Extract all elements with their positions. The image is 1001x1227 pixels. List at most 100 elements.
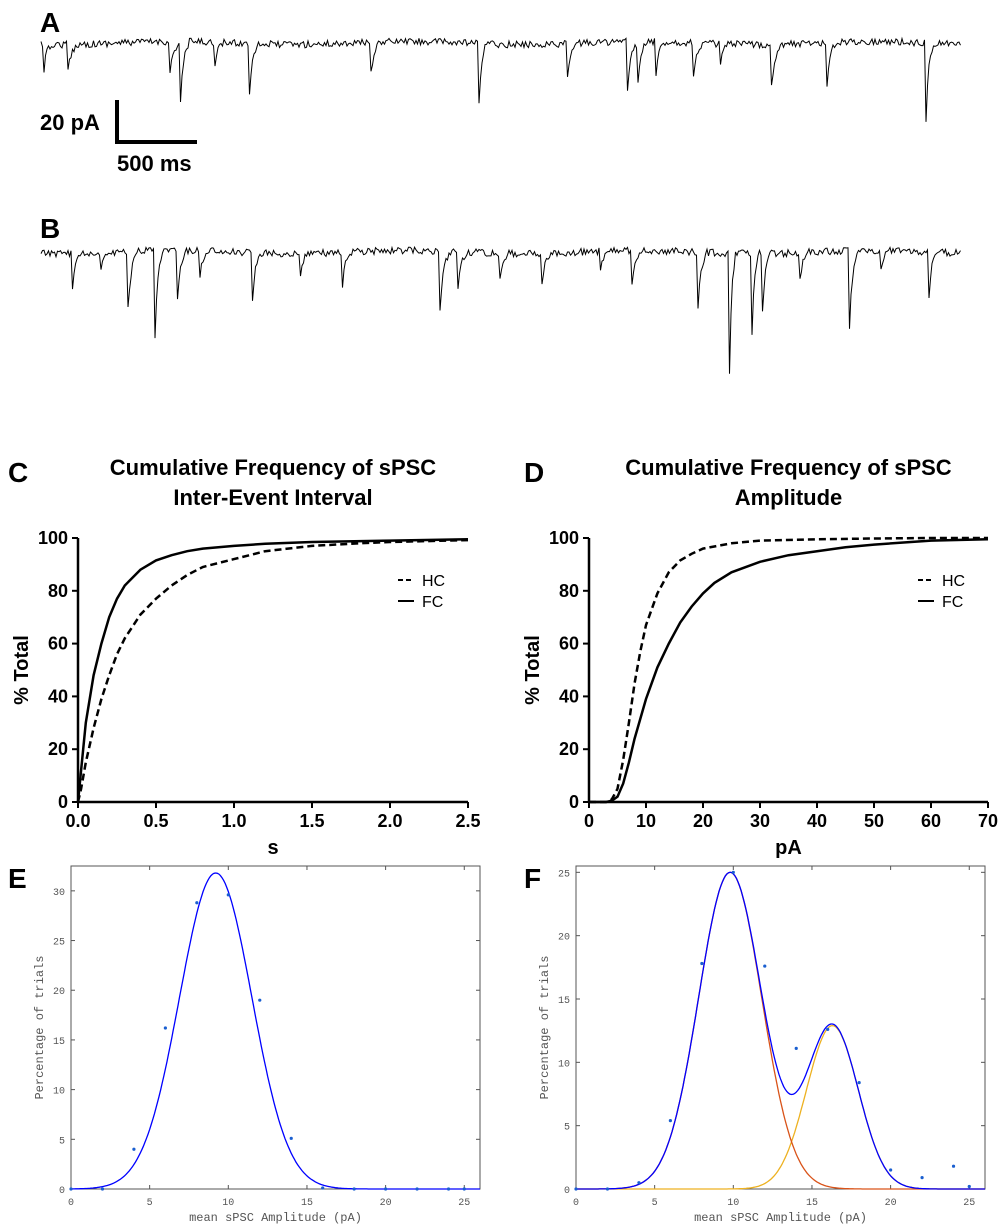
- chart-title-line: Cumulative Frequency of sPSC: [110, 455, 437, 480]
- data-point: [384, 1187, 388, 1191]
- fit-curve: [576, 871, 985, 1190]
- legend-label-hc: HC: [422, 573, 445, 590]
- chart-e: 0 5 10 15 20 25 30 0 5 10 15 20 25 mean sPSC Amplitud…: [33, 865, 481, 1225]
- y-tick-label: 20: [558, 933, 570, 944]
- y-tick-label: 100: [549, 528, 579, 548]
- x-tick-label: 10: [727, 1198, 739, 1209]
- x-axis-label: mean sPSC Amplitude (pA): [189, 1211, 362, 1225]
- y-tick-label: 15: [53, 1037, 65, 1048]
- legend-label-hc: HC: [942, 573, 965, 590]
- x-tick-label: 20: [693, 811, 713, 831]
- data-point: [889, 1168, 893, 1172]
- data-point: [462, 1187, 466, 1191]
- x-tick-label: 20: [885, 1198, 897, 1209]
- data-point: [321, 1186, 325, 1190]
- x-tick-label: 0: [573, 1198, 579, 1209]
- y-axis-label: % Total: [11, 635, 33, 705]
- y-tick-label: 100: [38, 528, 68, 548]
- trace-b: [40, 245, 961, 374]
- x-tick-label: 0.0: [65, 811, 90, 831]
- y-tick-label: 10: [558, 1059, 570, 1070]
- data-point: [951, 1164, 956, 1168]
- y-tick-label: 20: [53, 987, 65, 998]
- y-tick-label: 0: [58, 792, 68, 812]
- data-point: [195, 901, 199, 905]
- y-tick-label: 60: [559, 634, 579, 654]
- data-point: [574, 1187, 578, 1191]
- y-tick-label: 40: [48, 686, 68, 706]
- data-point: [258, 998, 262, 1002]
- plot-frame: [70, 865, 481, 1190]
- plot-frame: [575, 865, 986, 1190]
- x-tick-label: 0: [584, 811, 594, 831]
- data-point: [668, 1119, 672, 1123]
- y-axis-label: Percentage of trials: [33, 955, 47, 1099]
- x-tick-label: 25: [458, 1198, 470, 1209]
- series-line-fc: [589, 538, 989, 804]
- legend-label-fc: FC: [942, 594, 963, 611]
- y-tick-label: 5: [59, 1136, 65, 1147]
- data-point: [132, 1147, 136, 1151]
- x-tick-label: 70: [978, 811, 998, 831]
- chart-title-line: Inter-Event Interval: [173, 485, 372, 510]
- data-point: [763, 964, 767, 968]
- x-axis-label: pA: [775, 837, 802, 859]
- x-axis-label: mean sPSC Amplitude (pA): [694, 1211, 867, 1225]
- data-point: [826, 1027, 830, 1031]
- y-tick-label: 40: [559, 686, 579, 706]
- data-point: [226, 893, 230, 897]
- panel-letter-e: E: [8, 863, 27, 894]
- fit-curve: [576, 871, 985, 1190]
- fit-curve: [71, 872, 480, 1190]
- x-tick-label: 40: [807, 811, 827, 831]
- chart-f: 0 5 10 15 20 25 0 5 10 15 20 25 mean sPSC Amplitude …: [538, 865, 986, 1225]
- x-tick-label: 15: [301, 1198, 313, 1209]
- fit-curve: [576, 1024, 985, 1190]
- data-point: [967, 1184, 971, 1189]
- y-tick-label: 60: [48, 634, 68, 654]
- y-tick-label: 30: [53, 888, 65, 899]
- y-tick-label: 20: [48, 739, 68, 759]
- y-tick-label: 10: [53, 1087, 65, 1098]
- x-tick-label: 60: [921, 811, 941, 831]
- y-tick-label: 80: [48, 581, 68, 601]
- series-line-fc: [76, 538, 469, 803]
- series-line-hc: [589, 536, 988, 804]
- y-tick-label: 20: [559, 739, 579, 759]
- panel-letter-f: F: [524, 863, 541, 894]
- legend-label-fc: FC: [422, 594, 443, 611]
- x-tick-label: 5: [652, 1198, 658, 1209]
- y-tick-label: 15: [558, 996, 570, 1007]
- panel-letter-c: C: [8, 457, 28, 488]
- y-tick-label: 5: [564, 1123, 570, 1134]
- scale-bar-amplitude-label: 20 pA: [40, 110, 100, 135]
- x-tick-label: 20: [380, 1198, 392, 1209]
- x-tick-label: 25: [963, 1198, 975, 1209]
- panel-letter-a: A: [40, 7, 60, 38]
- y-tick-label: 0: [59, 1186, 65, 1197]
- data-point: [415, 1187, 419, 1191]
- x-tick-label: 10: [222, 1198, 234, 1209]
- x-tick-label: 10: [636, 811, 656, 831]
- chart-title-line: Amplitude: [735, 485, 843, 510]
- data-point: [857, 1081, 861, 1085]
- y-tick-label: 0: [569, 792, 579, 812]
- x-tick-label: 5: [147, 1198, 153, 1209]
- y-tick-label: 25: [558, 869, 570, 880]
- panel-letter-b: B: [40, 213, 60, 244]
- y-axis-label: Percentage of trials: [538, 955, 552, 1099]
- chart-title-line: Cumulative Frequency of sPSC: [625, 455, 952, 480]
- data-point: [446, 1187, 451, 1191]
- data-point: [69, 1187, 73, 1191]
- x-tick-label: 1.0: [221, 811, 246, 831]
- scale-bar-time-label: 500 ms: [117, 151, 192, 176]
- y-axis-label: % Total: [522, 635, 544, 705]
- x-tick-label: 0.5: [143, 811, 168, 831]
- data-point: [794, 1046, 798, 1050]
- data-point: [637, 1181, 641, 1185]
- data-point: [700, 961, 704, 966]
- scale-bar: 20 pA 500 ms: [40, 100, 197, 176]
- y-tick-label: 80: [559, 581, 579, 601]
- y-tick-label: 0: [564, 1186, 570, 1197]
